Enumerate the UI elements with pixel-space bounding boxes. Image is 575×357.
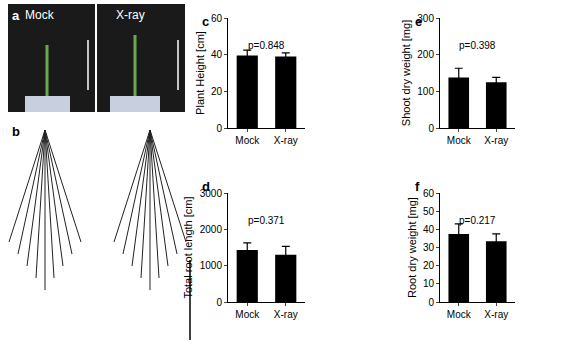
svg-text:30: 30 bbox=[423, 242, 435, 253]
svg-text:0: 0 bbox=[216, 297, 222, 308]
svg-text:40: 40 bbox=[211, 49, 223, 60]
svg-text:X-ray: X-ray bbox=[484, 309, 508, 320]
svg-text:e: e bbox=[415, 14, 422, 29]
svg-text:300: 300 bbox=[417, 13, 434, 24]
svg-text:Root dry weight [mg]: Root dry weight [mg] bbox=[406, 197, 418, 298]
svg-text:Mock: Mock bbox=[25, 8, 55, 22]
svg-text:50: 50 bbox=[423, 206, 435, 217]
svg-text:a: a bbox=[12, 8, 20, 23]
svg-text:Mock: Mock bbox=[447, 309, 472, 320]
svg-text:60: 60 bbox=[423, 188, 435, 199]
svg-text:60: 60 bbox=[211, 13, 223, 24]
svg-text:40: 40 bbox=[423, 224, 435, 235]
svg-text:Plant Height [cm]: Plant Height [cm] bbox=[194, 31, 206, 115]
svg-text:Shoot dry weight [mg]: Shoot dry weight [mg] bbox=[400, 20, 412, 126]
svg-text:0: 0 bbox=[216, 123, 222, 134]
svg-text:3000: 3000 bbox=[200, 188, 223, 199]
svg-text:Mock: Mock bbox=[235, 309, 260, 320]
svg-text:b: b bbox=[12, 124, 20, 139]
svg-text:200: 200 bbox=[417, 49, 434, 60]
svg-text:p=0.398: p=0.398 bbox=[459, 40, 496, 51]
svg-text:0: 0 bbox=[428, 123, 434, 134]
svg-text:X-ray: X-ray bbox=[116, 8, 145, 22]
svg-text:1000: 1000 bbox=[200, 260, 223, 271]
svg-text:Mock: Mock bbox=[235, 135, 260, 146]
svg-text:2000: 2000 bbox=[200, 224, 223, 235]
svg-text:X-ray: X-ray bbox=[274, 135, 298, 146]
svg-text:100: 100 bbox=[417, 86, 434, 97]
svg-text:0: 0 bbox=[428, 297, 434, 308]
svg-text:X-ray: X-ray bbox=[274, 309, 298, 320]
svg-text:Mock: Mock bbox=[447, 135, 472, 146]
svg-text:c: c bbox=[202, 14, 209, 29]
svg-text:d: d bbox=[202, 179, 210, 194]
svg-text:X-ray: X-ray bbox=[484, 135, 508, 146]
svg-text:10: 10 bbox=[423, 278, 435, 289]
svg-text:p=0.371: p=0.371 bbox=[248, 215, 285, 226]
svg-text:20: 20 bbox=[211, 86, 223, 97]
svg-text:20: 20 bbox=[423, 260, 435, 271]
svg-text:p=0.217: p=0.217 bbox=[459, 215, 496, 226]
svg-text:f: f bbox=[415, 179, 420, 194]
svg-text:p=0.848: p=0.848 bbox=[248, 40, 285, 51]
svg-text:Total root length [cm]: Total root length [cm] bbox=[182, 196, 194, 298]
